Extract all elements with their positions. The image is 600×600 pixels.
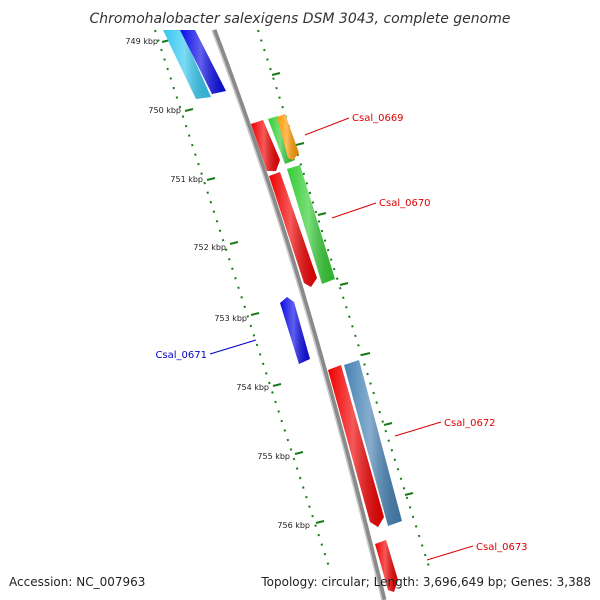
map-title: Chromohalobacter salexigens DSM 3043, co… bbox=[90, 11, 511, 27]
tick-label-755: 755 kbp bbox=[257, 452, 290, 461]
tick-label-751: 751 kbp bbox=[170, 175, 203, 184]
gene-label-csal0669[interactable]: Csal_0669 bbox=[352, 113, 404, 124]
tick-label-753: 753 kbp bbox=[214, 314, 247, 323]
tick-label-754: 754 kbp bbox=[236, 383, 269, 392]
gene-label-csal0672[interactable]: Csal_0672 bbox=[444, 418, 496, 429]
leader-line-csal0669 bbox=[304, 117, 350, 136]
red-feature-0673[interactable] bbox=[375, 540, 398, 592]
tick-label-756: 756 kbp bbox=[277, 521, 310, 530]
tick-label-749: 749 kbp bbox=[125, 37, 158, 46]
steelblue-feature-0672[interactable] bbox=[344, 360, 402, 526]
gene-label-csal0671[interactable]: Csal_0671 bbox=[155, 350, 207, 361]
leader-line-csal0673 bbox=[426, 545, 474, 561]
red-feature-0670[interactable] bbox=[269, 172, 317, 287]
red-feature-0669[interactable] bbox=[251, 120, 280, 171]
tick-label-752: 752 kbp bbox=[193, 243, 226, 252]
orange-feature-0669[interactable] bbox=[277, 114, 299, 160]
gene-label-csal0673[interactable]: Csal_0673 bbox=[476, 542, 528, 553]
chromosome-backbone bbox=[211, 29, 387, 600]
tick-label-750: 750 kbp bbox=[148, 106, 181, 115]
accession-text: Accession: NC_007963 bbox=[9, 575, 145, 589]
cyan-feature[interactable] bbox=[163, 30, 211, 99]
red-feature-0672[interactable] bbox=[328, 365, 384, 527]
blue-feature-top[interactable] bbox=[180, 30, 226, 94]
blue-feature-0671[interactable] bbox=[280, 297, 310, 364]
leader-line-csal0670 bbox=[331, 202, 377, 219]
topology-text: Topology: circular; Length: 3,696,649 bp… bbox=[260, 575, 591, 589]
kbp-ticks-left bbox=[161, 39, 325, 524]
green-feature-0670[interactable] bbox=[287, 165, 335, 284]
leader-line-csal0671 bbox=[209, 339, 257, 355]
gene-label-csal0670[interactable]: Csal_0670 bbox=[379, 198, 431, 209]
kbp-ticks-right bbox=[271, 72, 414, 496]
leader-line-csal0672 bbox=[394, 421, 442, 437]
